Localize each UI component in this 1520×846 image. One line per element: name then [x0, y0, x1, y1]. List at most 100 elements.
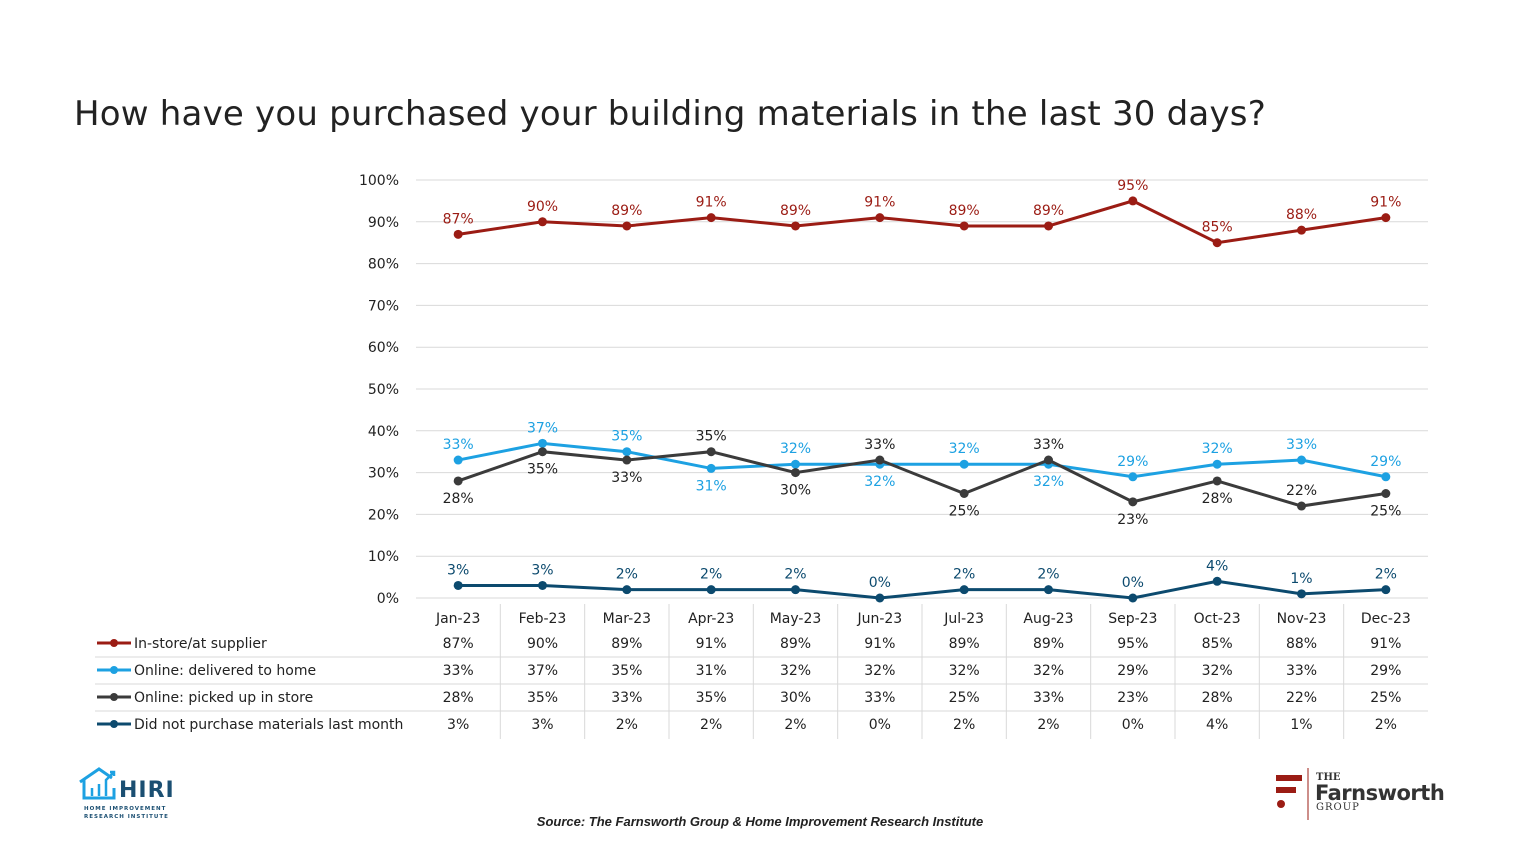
table-cell: 90%: [527, 636, 558, 652]
data-point: [959, 489, 969, 498]
data-point: [453, 476, 463, 486]
data-label: 28%: [1202, 491, 1233, 507]
table-cell: 32%: [1033, 663, 1064, 679]
series-line: [458, 579, 1386, 600]
table-row: Did not purchase materials last month 3% 3…: [97, 717, 1397, 733]
data-label: 35%: [527, 462, 558, 478]
data-point: [1212, 576, 1222, 586]
table-cell: 33%: [1286, 663, 1317, 679]
x-tick-label: Apr-23: [688, 611, 734, 627]
data-label: 90%: [527, 199, 558, 215]
table-cell: 87%: [443, 636, 474, 652]
table-cell: 2%: [784, 717, 806, 733]
y-tick-label: 100%: [359, 173, 399, 189]
farnsworth-logo-the: THE: [1316, 772, 1341, 783]
data-label: 37%: [527, 420, 558, 436]
data-label: 29%: [1370, 454, 1401, 470]
table-cell: 88%: [1286, 636, 1317, 652]
data-point: [1044, 455, 1053, 465]
table-cell: 95%: [1117, 636, 1148, 652]
data-label: 91%: [1370, 195, 1401, 211]
x-tick-label: Aug-23: [1023, 611, 1073, 627]
data-label: 91%: [864, 195, 895, 211]
data-point: [875, 593, 885, 603]
y-tick-label: 80%: [368, 257, 399, 273]
x-tick-label: Mar-23: [603, 611, 651, 627]
series-line: [457, 199, 1387, 245]
y-tick-label: 60%: [368, 340, 399, 356]
data-label: 32%: [1202, 441, 1233, 457]
hiri-logo-text: HIRI: [119, 778, 175, 803]
series-2: 28% 35% 33% 35% 30% 33% 25% 33% 23% 28% 22% 25%: [443, 429, 1402, 528]
data-point: [791, 459, 800, 469]
data-label: 87%: [443, 211, 474, 227]
data-label: 35%: [696, 429, 727, 445]
source-note: Source: The Farnsworth Group & Home Impr…: [536, 814, 984, 829]
data-label: 2%: [616, 567, 638, 583]
table-cell: 22%: [1286, 690, 1317, 706]
table-cell: 32%: [864, 663, 895, 679]
data-label: 33%: [864, 437, 895, 453]
data-label: 2%: [1037, 567, 1059, 583]
legend-marker-icon: [110, 693, 118, 701]
data-label: 33%: [443, 437, 474, 453]
data-label: 91%: [696, 195, 727, 211]
table-cell: 35%: [696, 690, 727, 706]
data-point: [622, 455, 632, 465]
y-tick-label: 20%: [368, 507, 399, 523]
data-point: [959, 221, 969, 231]
data-point: [453, 229, 463, 239]
data-label: 0%: [1122, 575, 1144, 591]
data-point: [706, 213, 716, 223]
data-label: 32%: [949, 441, 980, 457]
data-point: [1297, 589, 1306, 599]
data-point: [453, 580, 463, 590]
y-axis-ticks: 0% 10% 20% 30% 40% 50% 60% 70% 80% 90% 100%: [359, 173, 399, 607]
data-label: 33%: [1286, 437, 1317, 453]
legend-marker-icon: [110, 720, 118, 728]
x-tick-label: Jan-23: [435, 611, 480, 627]
table-cell: 33%: [443, 663, 474, 679]
data-point: [538, 447, 547, 457]
table-cell: 2%: [616, 717, 638, 733]
table-cell: 2%: [1375, 717, 1397, 733]
data-point: [959, 459, 969, 469]
legend-marker-icon: [110, 666, 118, 674]
data-point: [1212, 476, 1222, 486]
data-point: [1297, 455, 1306, 465]
data-table: Jan-23 Feb-23 Mar-23 Apr-23 May-23 Jun-23 Jul-…: [95, 604, 1428, 739]
data-label: 32%: [864, 474, 895, 490]
data-point: [875, 455, 885, 465]
data-label: 3%: [447, 562, 469, 578]
data-label: 32%: [1033, 474, 1064, 490]
data-label: 2%: [700, 567, 722, 583]
table-cell: 0%: [1122, 717, 1144, 733]
table-cell: 31%: [696, 663, 727, 679]
y-tick-label: 10%: [368, 549, 399, 565]
x-tick-label: May-23: [770, 611, 822, 627]
data-label: 35%: [611, 429, 642, 445]
data-label: 29%: [1117, 454, 1148, 470]
y-tick-label: 90%: [368, 215, 399, 231]
data-point: [1128, 593, 1138, 603]
table-cell: 37%: [527, 663, 558, 679]
legend-label: Did not purchase materials last month: [134, 717, 403, 733]
data-label: 31%: [696, 478, 727, 494]
table-cell: 32%: [949, 663, 980, 679]
data-point: [875, 213, 885, 223]
table-cell: 91%: [864, 636, 895, 652]
series-line: [457, 441, 1387, 479]
x-tick-label: Oct-23: [1194, 611, 1241, 627]
series-1: 33% 37% 35% 31% 32% 32% 32% 32% 29% 32% 33% 29%: [443, 420, 1402, 494]
table-cell: 32%: [1202, 663, 1233, 679]
data-label: 4%: [1206, 558, 1228, 574]
table-cell: 29%: [1117, 663, 1148, 679]
table-cell: 25%: [1370, 690, 1401, 706]
data-label: 23%: [1117, 512, 1148, 528]
x-tick-label: Feb-23: [519, 611, 567, 627]
y-tick-label: 50%: [368, 382, 399, 398]
data-label: 89%: [780, 203, 811, 219]
data-point: [1044, 585, 1053, 595]
data-point: [538, 580, 547, 590]
